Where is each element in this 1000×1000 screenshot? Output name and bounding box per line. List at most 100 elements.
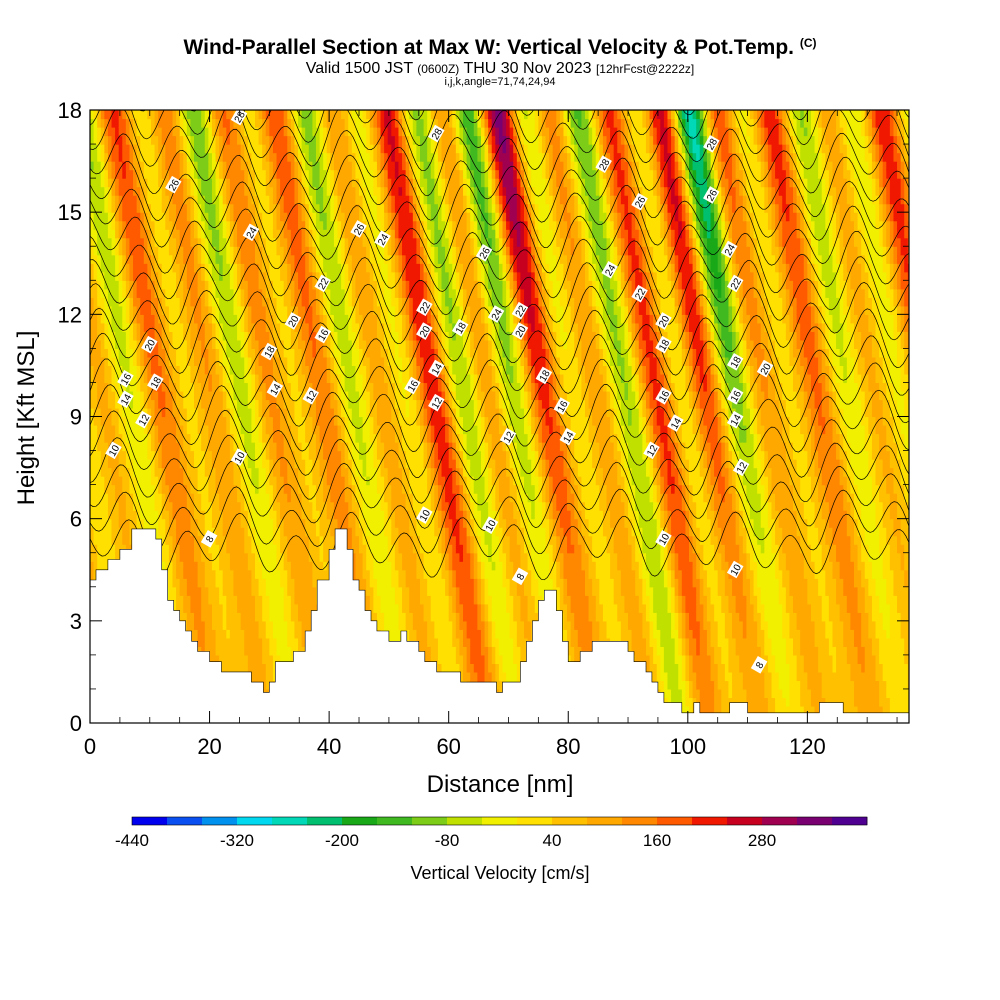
velocity-cell [176, 467, 181, 477]
velocity-cell [208, 314, 213, 324]
velocity-cell [222, 305, 227, 315]
velocity-cell [165, 297, 170, 307]
velocity-cell [197, 467, 202, 477]
velocity-cell [323, 237, 328, 247]
velocity-cell [265, 288, 270, 298]
velocity-cell [283, 569, 288, 579]
velocity-cell [326, 178, 331, 188]
velocity-cell [129, 203, 134, 213]
velocity-cell [305, 518, 310, 528]
velocity-cell [204, 603, 209, 613]
velocity-cell [262, 561, 267, 571]
velocity-cell [229, 118, 235, 128]
velocity-cell [215, 314, 220, 324]
velocity-cell [247, 110, 253, 120]
velocity-cell [133, 271, 138, 281]
velocity-cell [319, 110, 324, 120]
velocity-cell [115, 535, 120, 545]
velocity-cell [262, 680, 267, 690]
velocity-cell [269, 586, 274, 596]
velocity-cell [312, 552, 317, 562]
velocity-cell [262, 339, 267, 349]
velocity-cell [136, 229, 141, 239]
velocity-cell [308, 459, 313, 469]
velocity-cell [272, 288, 278, 298]
velocity-cell [172, 425, 177, 435]
velocity-cell [308, 186, 313, 196]
velocity-cell [194, 518, 199, 528]
velocity-cell [237, 229, 242, 239]
velocity-cell [90, 407, 95, 418]
velocity-cell [125, 493, 131, 503]
velocity-cell [308, 297, 313, 307]
velocity-cell [111, 459, 116, 469]
velocity-cell [150, 110, 156, 120]
velocity-cell [215, 390, 220, 401]
velocity-cell [154, 493, 159, 503]
velocity-cell [147, 169, 152, 179]
velocity-cell [143, 220, 148, 230]
velocity-cell [197, 237, 202, 247]
velocity-cell [319, 382, 324, 392]
velocity-cell [158, 339, 163, 349]
velocity-cell [222, 271, 227, 281]
velocity-cell [129, 246, 134, 256]
velocity-cell [255, 399, 260, 409]
velocity-cell [244, 407, 249, 418]
velocity-cell [315, 382, 321, 392]
velocity-cell [265, 135, 270, 145]
velocity-cell [251, 373, 256, 384]
velocity-cell [312, 280, 317, 290]
velocity-cell [179, 144, 184, 154]
velocity-cell [237, 152, 242, 162]
velocity-cell [305, 331, 310, 341]
velocity-cell [115, 152, 120, 162]
velocity-cell [204, 620, 209, 630]
velocity-cell [287, 612, 292, 622]
velocity-cell [290, 186, 296, 196]
velocity-cell [229, 476, 235, 486]
velocity-cell [140, 271, 145, 281]
velocity-cell [111, 535, 116, 545]
velocity-cell [140, 178, 145, 188]
velocity-cell [308, 612, 313, 622]
velocity-cell [165, 305, 170, 315]
velocity-cell [308, 442, 313, 452]
velocity-cell [301, 501, 306, 511]
velocity-cell [194, 271, 199, 281]
velocity-cell [298, 450, 303, 460]
velocity-cell [294, 476, 299, 486]
velocity-cell [308, 501, 313, 511]
velocity-cell [215, 620, 220, 630]
velocity-cell [251, 654, 256, 664]
velocity-cell [100, 229, 105, 239]
velocity-cell [93, 442, 98, 452]
velocity-cell [140, 467, 145, 477]
velocity-cell [262, 450, 267, 460]
velocity-cell [219, 178, 224, 188]
velocity-cell [125, 178, 131, 188]
velocity-cell [172, 484, 177, 494]
velocity-cell [323, 212, 328, 222]
velocity-cell [222, 467, 227, 477]
velocity-cell [258, 161, 263, 171]
velocity-cell [276, 237, 281, 247]
velocity-cell [158, 220, 163, 230]
velocity-cell [147, 501, 152, 511]
velocity-cell [168, 203, 174, 213]
velocity-cell [290, 280, 296, 290]
velocity-cell [272, 603, 278, 613]
velocity-cell [190, 442, 195, 452]
velocity-cell [240, 322, 245, 332]
velocity-cell [150, 322, 156, 332]
velocity-cell [90, 220, 95, 230]
velocity-cell [240, 356, 245, 367]
velocity-cell [97, 433, 102, 443]
velocity-cell [255, 450, 260, 460]
velocity-cell [312, 595, 317, 605]
velocity-cell [125, 271, 131, 281]
velocity-cell [172, 569, 177, 579]
velocity-cell [154, 118, 159, 128]
velocity-cell [301, 467, 306, 477]
velocity-cell [165, 314, 170, 324]
